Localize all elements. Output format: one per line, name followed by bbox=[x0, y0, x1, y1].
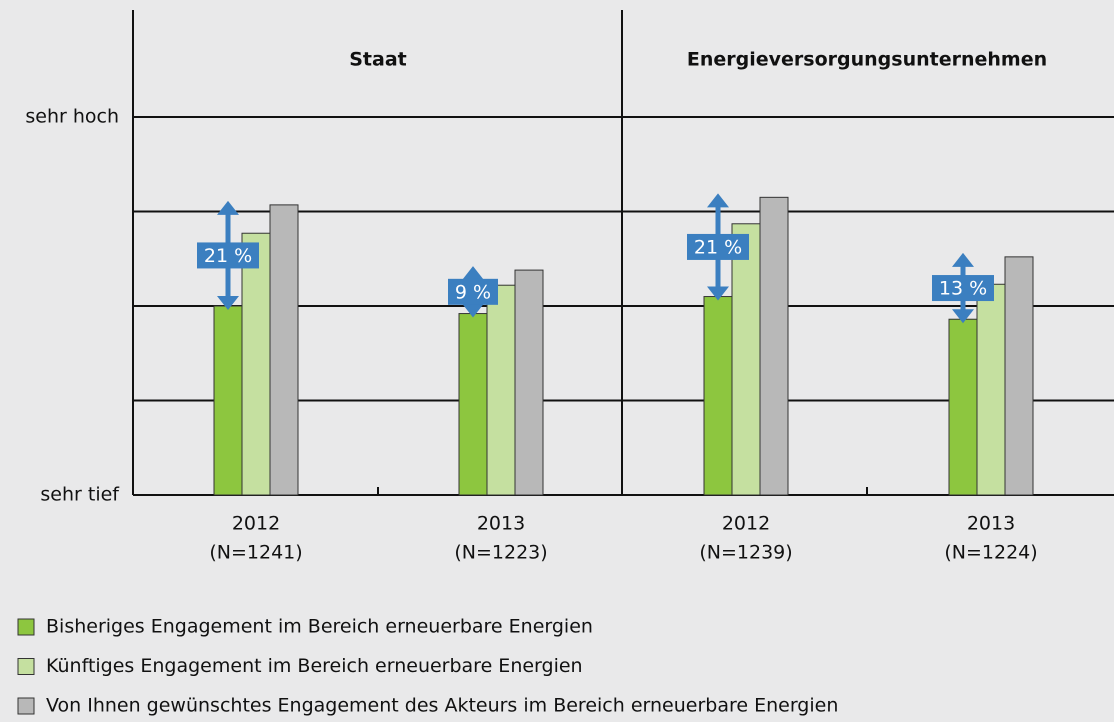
panel-title: Energieversorgungsunternehmen bbox=[687, 49, 1047, 71]
annotation-box bbox=[932, 275, 994, 302]
x-tick-label: 2012 bbox=[722, 513, 770, 535]
legend-swatch bbox=[17, 618, 35, 636]
bar bbox=[241, 232, 271, 496]
x-tick-sublabel: (N=1241) bbox=[209, 542, 302, 564]
annotation-box bbox=[448, 278, 498, 305]
bar bbox=[976, 283, 1006, 496]
annotation-box bbox=[687, 233, 749, 260]
arrow-head bbox=[707, 193, 729, 208]
bar bbox=[486, 284, 516, 496]
annotation: 13 % bbox=[939, 278, 987, 300]
arrow-head bbox=[217, 296, 239, 310]
bar bbox=[213, 305, 243, 496]
legend-swatch bbox=[17, 697, 35, 715]
bar bbox=[703, 296, 733, 496]
annotation: 9 % bbox=[455, 281, 491, 303]
annotation-box bbox=[197, 242, 259, 269]
x-tick-label: 2012 bbox=[232, 513, 280, 535]
bar bbox=[458, 313, 488, 496]
legend-swatch bbox=[17, 658, 35, 675]
arrow-head bbox=[462, 303, 484, 318]
x-tick-sublabel: (N=1239) bbox=[699, 542, 792, 564]
arrow-head bbox=[952, 309, 974, 324]
x-tick-sublabel: (N=1223) bbox=[454, 542, 547, 564]
legend-label: Künftiges Engagement im Bereich erneuerb… bbox=[46, 655, 583, 677]
bar bbox=[948, 318, 978, 496]
legend-label: Bisheriges Engagement im Bereich erneuer… bbox=[46, 616, 593, 638]
panel-title: Staat bbox=[349, 49, 407, 71]
legend-label: Von Ihnen gewünschtes Engagement des Akt… bbox=[46, 695, 838, 717]
y-tick-label: sehr tief bbox=[40, 484, 120, 506]
bar bbox=[759, 196, 789, 496]
bar bbox=[514, 269, 544, 496]
annotation: 21 % bbox=[204, 245, 252, 267]
arrow-head bbox=[707, 286, 729, 301]
x-tick-sublabel: (N=1224) bbox=[944, 542, 1037, 564]
x-tick-label: 2013 bbox=[477, 513, 525, 535]
x-tick-label: 2013 bbox=[967, 513, 1015, 535]
bar bbox=[731, 223, 761, 496]
arrow-head bbox=[462, 266, 484, 281]
bar bbox=[1004, 256, 1034, 496]
annotation: 21 % bbox=[694, 236, 742, 258]
y-tick-label: sehr hoch bbox=[25, 106, 119, 128]
arrow-head bbox=[217, 200, 239, 215]
bar bbox=[269, 204, 299, 496]
arrow-head bbox=[952, 252, 974, 267]
